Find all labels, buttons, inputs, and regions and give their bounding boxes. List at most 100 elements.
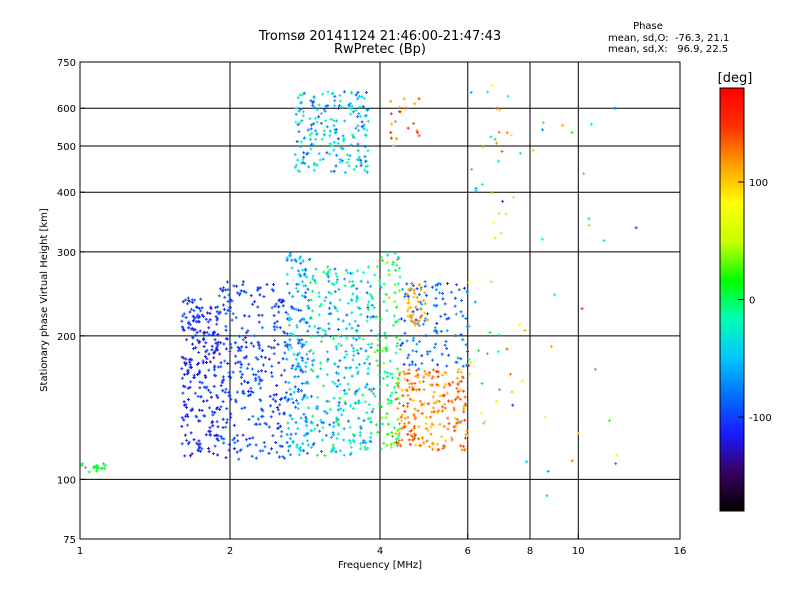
data-point bbox=[455, 387, 459, 391]
data-point bbox=[288, 316, 292, 320]
data-point bbox=[329, 334, 333, 338]
data-point bbox=[297, 272, 301, 276]
y-tick-label: 200 bbox=[57, 332, 76, 343]
data-point bbox=[306, 128, 310, 132]
data-point bbox=[284, 310, 288, 314]
data-point bbox=[462, 444, 466, 448]
data-point bbox=[344, 402, 348, 406]
data-point bbox=[325, 411, 329, 415]
data-point bbox=[369, 431, 373, 435]
data-point bbox=[425, 294, 428, 297]
data-point bbox=[102, 462, 105, 466]
data-point bbox=[211, 424, 215, 428]
data-point bbox=[227, 394, 231, 398]
data-point bbox=[431, 358, 435, 362]
data-point bbox=[401, 341, 405, 345]
data-point bbox=[270, 306, 274, 310]
data-point bbox=[464, 317, 468, 320]
data-point bbox=[356, 305, 360, 309]
data-point bbox=[309, 127, 313, 131]
data-point bbox=[328, 152, 332, 156]
data-point bbox=[309, 348, 313, 352]
data-point bbox=[394, 397, 398, 401]
data-point bbox=[434, 342, 438, 346]
data-point bbox=[265, 422, 269, 426]
data-point bbox=[322, 270, 326, 274]
data-point bbox=[80, 462, 84, 466]
data-point bbox=[359, 158, 363, 162]
data-point bbox=[393, 120, 397, 124]
data-point bbox=[408, 397, 412, 401]
data-point bbox=[489, 135, 493, 139]
data-point bbox=[247, 418, 251, 421]
data-point bbox=[308, 133, 312, 137]
data-point bbox=[443, 406, 447, 410]
data-point bbox=[236, 345, 240, 349]
data-point bbox=[395, 335, 399, 339]
data-point bbox=[447, 399, 451, 403]
stats-line-o: mean, sd,O: -76.3, 21.1 bbox=[608, 33, 729, 44]
data-point bbox=[361, 393, 365, 397]
data-point bbox=[229, 298, 232, 302]
data-point bbox=[405, 372, 409, 376]
data-point bbox=[408, 385, 411, 389]
data-point bbox=[412, 288, 416, 292]
data-point bbox=[335, 309, 339, 313]
data-point bbox=[394, 391, 398, 394]
data-point bbox=[310, 394, 313, 398]
x-tick-label: 16 bbox=[674, 546, 687, 557]
data-point bbox=[396, 342, 400, 345]
data-point bbox=[352, 136, 356, 140]
data-point bbox=[463, 418, 467, 422]
data-point bbox=[498, 388, 501, 392]
data-point bbox=[499, 231, 503, 235]
data-point bbox=[356, 372, 360, 376]
data-point bbox=[336, 365, 340, 369]
data-point bbox=[337, 287, 341, 291]
data-point bbox=[395, 344, 399, 348]
data-point bbox=[468, 372, 471, 376]
data-point bbox=[238, 370, 242, 374]
data-point bbox=[256, 305, 260, 309]
data-point bbox=[357, 387, 361, 391]
x-tick-label: 6 bbox=[465, 546, 471, 557]
data-point bbox=[436, 375, 440, 379]
data-point bbox=[438, 394, 442, 398]
data-point bbox=[188, 385, 192, 389]
data-point bbox=[188, 360, 192, 364]
data-point bbox=[223, 390, 227, 394]
data-point bbox=[366, 355, 370, 359]
data-point bbox=[231, 438, 235, 442]
data-point bbox=[389, 112, 393, 116]
data-point bbox=[338, 99, 342, 103]
stats-heading: Phase bbox=[633, 21, 663, 32]
data-point bbox=[293, 153, 297, 156]
data-point bbox=[319, 361, 323, 365]
data-point bbox=[344, 350, 348, 353]
data-point bbox=[249, 386, 253, 390]
data-point bbox=[403, 417, 407, 420]
data-point bbox=[400, 413, 404, 417]
data-point bbox=[377, 402, 381, 406]
data-point bbox=[294, 367, 298, 370]
data-point bbox=[456, 370, 460, 374]
data-point bbox=[452, 406, 456, 410]
data-point bbox=[272, 325, 276, 329]
data-point bbox=[504, 212, 508, 216]
data-point bbox=[462, 407, 466, 411]
data-point bbox=[479, 411, 483, 415]
data-point bbox=[302, 110, 305, 114]
data-point bbox=[480, 382, 484, 385]
data-point bbox=[182, 418, 186, 422]
data-point bbox=[294, 259, 298, 263]
data-point bbox=[405, 339, 409, 343]
data-point bbox=[338, 396, 342, 400]
data-point bbox=[239, 448, 243, 452]
data-point bbox=[435, 283, 439, 287]
data-point bbox=[305, 352, 309, 356]
data-point bbox=[342, 408, 345, 412]
data-point bbox=[341, 159, 344, 163]
data-point bbox=[332, 433, 335, 437]
data-point bbox=[205, 357, 209, 361]
